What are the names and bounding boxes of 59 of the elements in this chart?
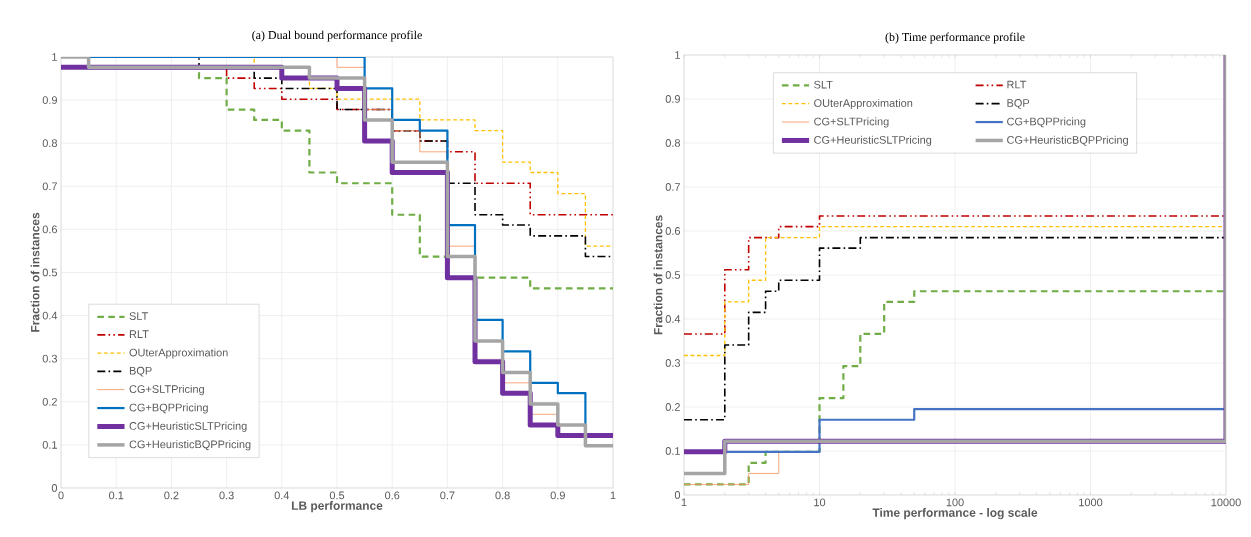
legend-label: RLT <box>129 330 149 338</box>
y-tick-label: 0.2 <box>42 397 57 406</box>
y-tick-label: 0.5 <box>665 271 681 279</box>
y-axis-title: Fraction of instances <box>653 215 663 335</box>
x-axis-title: LB performance <box>291 501 383 513</box>
x-tick-label: 0.3 <box>219 491 234 500</box>
y-tick-label: 0.8 <box>42 139 58 148</box>
y-tick-label: 0.2 <box>665 403 680 411</box>
x-tick-label: 10000 <box>1211 498 1241 507</box>
y-tick-label: 0.4 <box>665 315 681 323</box>
legend-label: CG+SLTPricing <box>814 117 889 128</box>
x-tick-label: 0.8 <box>495 491 510 500</box>
x-tick-label: 1000 <box>1079 498 1103 507</box>
y-tick-label: 0.4 <box>42 311 58 320</box>
y-tick-label: 0.8 <box>665 139 681 147</box>
x-tick-label: 0.2 <box>164 491 179 500</box>
legend-label: BQP <box>1007 99 1030 109</box>
legend-label: RLT <box>1007 80 1027 89</box>
x-axis-title: Time performance - log scale <box>872 508 1038 520</box>
y-tick-label: 0.9 <box>42 96 57 104</box>
x-tick-label: 10 <box>814 498 826 507</box>
legend-label: CG+HeuristicSLTPricing <box>814 135 932 146</box>
x-tick-label: 100 <box>946 498 964 507</box>
legend-label: SLT <box>129 312 149 320</box>
y-axis-title: Fraction of instances <box>30 212 40 332</box>
x-tick-label: 0.7 <box>440 491 455 500</box>
legend-label: CG+BQPPricing <box>1007 117 1086 128</box>
y-tick-label: 0.7 <box>665 183 680 191</box>
chart-title: (a) Dual bound performance profile <box>252 30 422 42</box>
y-tick-label: 0.7 <box>42 182 57 191</box>
legend-label: CG+HeuristicBQPPricing <box>1007 135 1128 146</box>
legend-label: CG+HeuristicBQPPricing <box>129 440 251 451</box>
x-tick-label: 0.4 <box>274 491 290 500</box>
x-tick-label: 0.5 <box>329 491 345 500</box>
legend-label: CG+BQPPricing <box>129 403 208 414</box>
y-tick-label: 0.1 <box>665 447 680 455</box>
legend-label: OUterApproximation <box>814 98 913 110</box>
y-tick-label: 1 <box>675 51 680 59</box>
chart-title: (b) Time performance profile <box>885 32 1025 44</box>
y-tick-label: 0.9 <box>665 95 680 103</box>
y-tick-label: 0.3 <box>42 354 58 363</box>
y-tick-label: 0.3 <box>665 359 681 367</box>
x-tick-label: 0 <box>58 491 64 500</box>
y-tick-label: 1 <box>52 53 57 61</box>
y-tick-label: 0 <box>51 484 58 492</box>
y-tick-label: 0.6 <box>665 227 681 235</box>
y-tick-label: 0.5 <box>42 268 58 277</box>
legend-label: SLT <box>814 80 833 89</box>
x-tick-label: 0.1 <box>109 491 124 500</box>
x-tick-label: 0.6 <box>385 491 400 500</box>
legend-label: CG+SLTPricing <box>129 384 204 396</box>
y-tick-label: 0.6 <box>42 225 58 234</box>
x-tick-label: 1 <box>610 491 616 500</box>
y-tick-label: 0.1 <box>42 441 57 449</box>
legend-label: CG+HeuristicSLTPricing <box>129 421 247 432</box>
x-tick-label: 1 <box>681 498 687 507</box>
x-tick-label: 0.9 <box>550 491 565 500</box>
legend-label: OUterApproximation <box>129 348 228 359</box>
legend-label: BQP <box>129 366 152 377</box>
